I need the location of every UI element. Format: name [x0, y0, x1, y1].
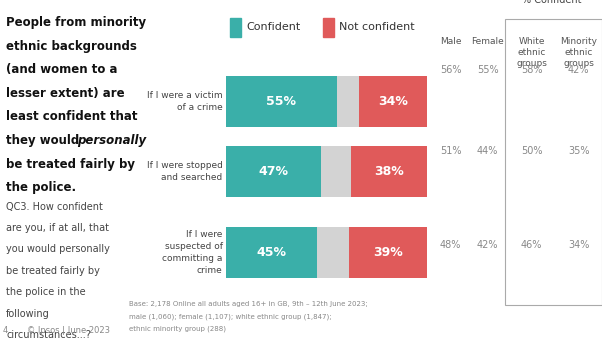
Text: 51%: 51% [440, 146, 461, 156]
Bar [226, 76, 337, 127]
Text: following: following [6, 309, 50, 318]
Bar [349, 227, 427, 278]
Text: 4: 4 [3, 326, 8, 335]
Text: Minority
ethnic
groups: Minority ethnic groups [560, 37, 597, 68]
Text: 47%: 47% [258, 165, 288, 178]
Text: the police in the: the police in the [6, 287, 85, 297]
Text: 34%: 34% [568, 240, 589, 250]
Text: Male: Male [440, 37, 461, 46]
Text: If I were a victim
of a crime: If I were a victim of a crime [147, 91, 223, 112]
Text: 38%: 38% [374, 165, 404, 178]
Bar [359, 76, 427, 127]
Text: you would personally: you would personally [6, 244, 110, 255]
Text: QC3. How confident: QC3. How confident [6, 202, 103, 212]
Bar [317, 227, 349, 278]
Bar [323, 18, 334, 37]
Text: 42%: 42% [568, 65, 589, 75]
Text: they would: they would [6, 134, 84, 147]
Text: If I were stopped
and searched: If I were stopped and searched [147, 161, 223, 182]
Text: Female: Female [471, 37, 504, 46]
Bar [226, 227, 317, 278]
Text: 42%: 42% [477, 240, 498, 250]
Text: 50%: 50% [521, 146, 542, 156]
Text: (and women to a: (and women to a [6, 63, 117, 76]
Text: Confident: Confident [246, 22, 300, 32]
Text: circumstances...?: circumstances...? [6, 330, 91, 338]
Text: 35%: 35% [568, 146, 589, 156]
Text: Base: 2,178 Online all adults aged 16+ in GB, 9th – 12th June 2023;: Base: 2,178 Online all adults aged 16+ i… [129, 301, 368, 307]
Bar [230, 18, 241, 37]
Text: Not confident: Not confident [339, 22, 414, 32]
Text: ethnic minority group (288): ethnic minority group (288) [129, 326, 226, 332]
Text: If I were
suspected of
committing a
crime: If I were suspected of committing a crim… [163, 230, 223, 274]
Text: % Confident: % Confident [522, 0, 582, 5]
Text: People from minority: People from minority [6, 16, 146, 29]
Text: 34%: 34% [378, 95, 408, 108]
Text: be treated fairly by: be treated fairly by [6, 158, 135, 171]
Text: 45%: 45% [256, 246, 286, 259]
Text: personally: personally [76, 134, 146, 147]
Text: 39%: 39% [373, 246, 403, 259]
Text: © Ipsos | June 2023: © Ipsos | June 2023 [27, 326, 110, 335]
Text: White
ethnic
groups: White ethnic groups [516, 37, 547, 68]
Text: 55%: 55% [266, 95, 296, 108]
Text: 55%: 55% [477, 65, 498, 75]
Text: male (1,060); female (1,107); white ethnic group (1,847);: male (1,060); female (1,107); white ethn… [129, 313, 332, 320]
Text: 58%: 58% [521, 65, 542, 75]
Text: least confident that: least confident that [6, 111, 137, 123]
Text: ethnic backgrounds: ethnic backgrounds [6, 40, 137, 53]
Text: 44%: 44% [477, 146, 498, 156]
Bar [351, 146, 427, 197]
Text: 46%: 46% [521, 240, 542, 250]
Bar [226, 146, 320, 197]
Text: lesser extent) are: lesser extent) are [6, 87, 125, 100]
Text: 48%: 48% [440, 240, 461, 250]
Text: 56%: 56% [440, 65, 461, 75]
Text: the police.: the police. [6, 181, 76, 194]
Bar [320, 146, 351, 197]
Text: be treated fairly by: be treated fairly by [6, 266, 100, 276]
Bar [337, 76, 359, 127]
Text: are you, if at all, that: are you, if at all, that [6, 223, 109, 233]
